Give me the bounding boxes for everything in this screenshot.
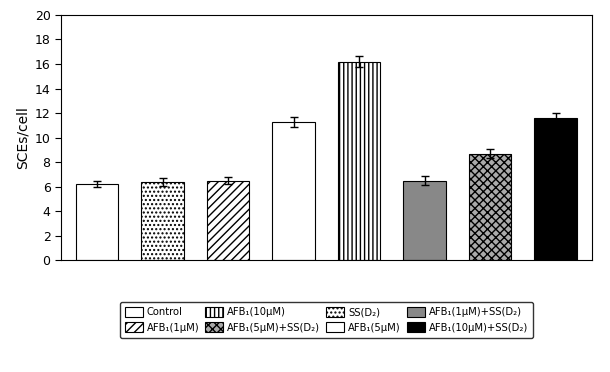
Bar xyxy=(534,118,577,260)
Legend: Control, AFB₁(1μM), AFB₁(10μM), AFB₁(5μM)+SS(D₂), SS(D₂), AFB₁(5μM), AFB₁(1μM)+S: Control, AFB₁(1μM), AFB₁(10μM), AFB₁(5μM… xyxy=(120,302,533,338)
Bar xyxy=(403,180,446,260)
Bar xyxy=(76,184,118,260)
Bar xyxy=(338,61,381,260)
Bar xyxy=(142,182,184,260)
Bar xyxy=(207,180,249,260)
Y-axis label: SCEs/cell: SCEs/cell xyxy=(15,106,29,169)
Bar xyxy=(469,154,511,260)
Bar xyxy=(272,122,315,260)
